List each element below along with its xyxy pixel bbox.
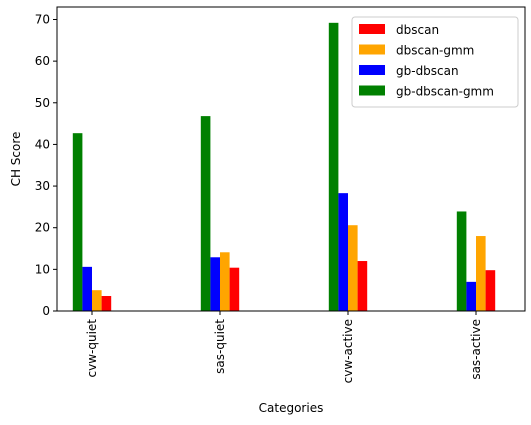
bar-gb-dbscan-sas-quiet: [210, 257, 220, 311]
legend-swatch-gb-dbscan: [359, 65, 385, 75]
bar-dbscan-cvw-active: [357, 261, 368, 311]
bar-gb-dbscan-cvw-quiet: [82, 266, 92, 311]
legend-label-dbscan: dbscan: [396, 23, 439, 37]
bar-dbscan-gmm-cvw-quiet: [92, 290, 102, 311]
x-tick-label: sas-quiet: [213, 319, 227, 374]
bar-gb-dbscan-gmm-sas-active: [456, 211, 467, 311]
bars-group: [72, 22, 496, 311]
bar-dbscan-cvw-quiet: [101, 296, 112, 311]
x-axis-title: Categories: [259, 401, 324, 415]
y-tick-label: 0: [42, 304, 50, 318]
legend: dbscan dbscan-gmm gb-dbscan gb-dbscan-gmm: [351, 16, 519, 108]
bar-gb-dbscan-gmm-cvw-active: [328, 22, 339, 311]
x-tick-label: cvw-active: [341, 319, 355, 383]
y-tick-label: 40: [35, 137, 50, 151]
bar-gb-dbscan-cvw-active: [338, 193, 348, 311]
legend-swatch-gb-dbscan-gmm: [359, 85, 385, 96]
y-tick-label: 70: [35, 12, 50, 26]
legend-label-gb-dbscan-gmm: gb-dbscan-gmm: [396, 85, 494, 99]
bar-dbscan-sas-active: [485, 270, 496, 311]
y-tick-label: 60: [35, 54, 50, 68]
y-axis-title: CH Score: [9, 132, 23, 187]
bar-dbscan-gmm-sas-active: [476, 236, 486, 311]
plot-frame: [56, 6, 526, 312]
x-tick-label: cvw-quiet: [85, 319, 99, 378]
y-tick-label: 30: [35, 179, 50, 193]
legend-label-gb-dbscan: gb-dbscan: [396, 64, 459, 78]
bar-dbscan-gmm-cvw-active: [348, 225, 358, 311]
bar-gb-dbscan-gmm-cvw-quiet: [72, 133, 83, 311]
y-tick-label: 20: [35, 221, 50, 235]
y-tick-label: 50: [35, 96, 50, 110]
legend-swatch-dbscan-gmm: [359, 44, 385, 55]
legend-label-dbscan-gmm: dbscan-gmm: [396, 44, 474, 58]
bar-gb-dbscan-sas-active: [466, 281, 476, 311]
legend-box: [351, 16, 519, 108]
x-axis: cvw-quiet sas-quiet cvw-active sas-active: [85, 311, 483, 383]
y-tick-label: 10: [35, 262, 50, 276]
bar-dbscan-gmm-sas-quiet: [220, 252, 230, 311]
x-tick-label: sas-active: [469, 319, 483, 380]
bar-dbscan-sas-quiet: [229, 267, 240, 311]
legend-swatch-dbscan: [359, 24, 385, 34]
y-axis: 0 10 20 30 40 50 60 70: [35, 12, 57, 318]
bar-gb-dbscan-gmm-sas-quiet: [200, 116, 211, 311]
